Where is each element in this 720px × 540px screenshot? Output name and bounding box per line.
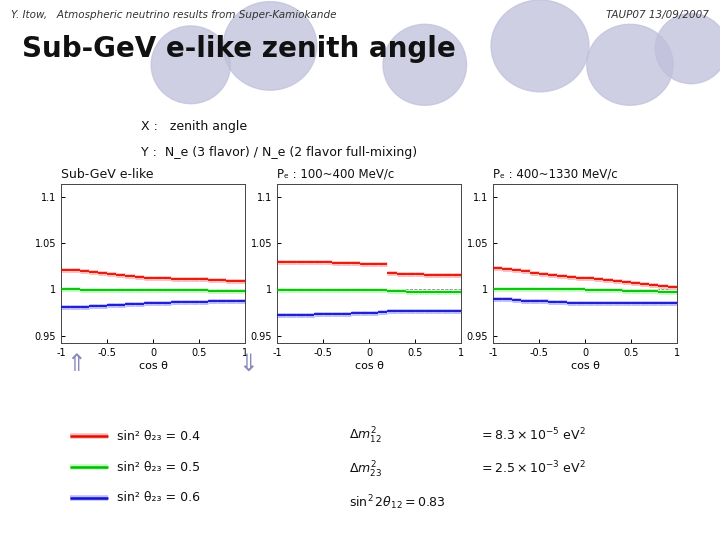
X-axis label: cos θ: cos θ xyxy=(354,361,384,370)
X-axis label: cos θ: cos θ xyxy=(138,361,168,370)
Text: ⇑: ⇑ xyxy=(66,352,86,376)
Text: Sub-GeV e-like: Sub-GeV e-like xyxy=(61,168,153,181)
Text: sin² θ₂₃ = 0.4: sin² θ₂₃ = 0.4 xyxy=(117,430,200,443)
Text: $= 8.3 \times 10^{-5}\ \mathrm{eV}^2$: $= 8.3 \times 10^{-5}\ \mathrm{eV}^2$ xyxy=(479,427,585,443)
Text: Sub-GeV e-like zenith angle: Sub-GeV e-like zenith angle xyxy=(22,35,455,63)
Text: $\sin^2 2\theta_{12} = 0.83$: $\sin^2 2\theta_{12} = 0.83$ xyxy=(349,493,446,511)
Text: $= 2.5 \times 10^{-3}\ \mathrm{eV}^2$: $= 2.5 \times 10^{-3}\ \mathrm{eV}^2$ xyxy=(479,460,585,476)
Text: sin² θ₂₃ = 0.5: sin² θ₂₃ = 0.5 xyxy=(117,461,200,474)
Text: $\Delta m^2_{12}$: $\Delta m^2_{12}$ xyxy=(349,427,382,447)
Text: ⇓: ⇓ xyxy=(238,352,258,376)
Text: Y :  N_e (3 flavor) / N_e (2 flavor full-mixing): Y : N_e (3 flavor) / N_e (2 flavor full-… xyxy=(141,146,417,159)
Text: Pₑ : 100~400 MeV/c: Pₑ : 100~400 MeV/c xyxy=(277,168,395,181)
Text: $\Delta m^2_{23}$: $\Delta m^2_{23}$ xyxy=(349,460,382,480)
Text: TAUP07 13/09/2007: TAUP07 13/09/2007 xyxy=(606,10,709,20)
Text: X :   zenith angle: X : zenith angle xyxy=(141,120,247,133)
X-axis label: cos θ: cos θ xyxy=(570,361,600,370)
Text: Pₑ : 400~1330 MeV/c: Pₑ : 400~1330 MeV/c xyxy=(493,168,618,181)
Text: Y. Itow,   Atmospheric neutrino results from Super-Kamiokande: Y. Itow, Atmospheric neutrino results fr… xyxy=(11,10,336,20)
Text: sin² θ₂₃ = 0.6: sin² θ₂₃ = 0.6 xyxy=(117,491,200,504)
